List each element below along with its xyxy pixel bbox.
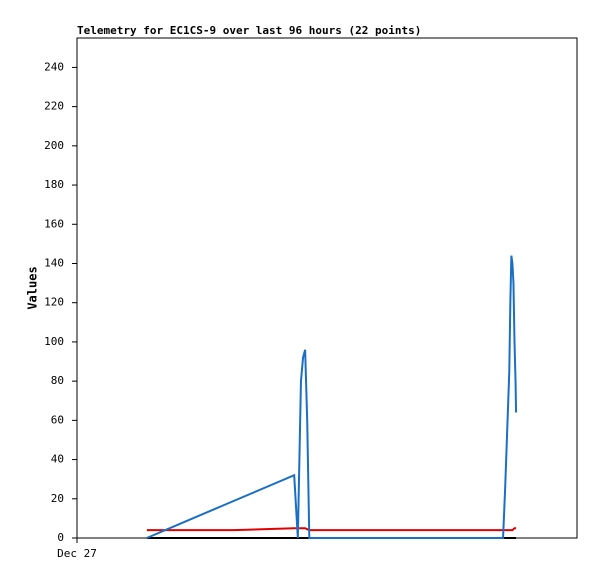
y-tick-label: 140 (44, 256, 64, 269)
y-tick-label: 220 (44, 100, 64, 113)
y-axis-label: Values (26, 266, 40, 309)
chart-title: Telemetry for EC1CS-9 over last 96 hours… (77, 24, 421, 37)
y-tick-label: 100 (44, 335, 64, 348)
y-tick-label: 0 (57, 531, 64, 544)
y-tick-label: 60 (51, 413, 64, 426)
y-tick-label: 160 (44, 217, 64, 230)
y-tick-label: 40 (51, 453, 64, 466)
y-tick-label: 180 (44, 178, 64, 191)
series-line (146, 255, 518, 539)
x-tick-label: Dec 27 (57, 547, 97, 560)
y-tick-label: 200 (44, 139, 64, 152)
y-tick-label: 20 (51, 492, 64, 505)
y-tick-label: 120 (44, 296, 64, 309)
y-tick-label: 240 (44, 60, 64, 73)
series-line (146, 527, 517, 532)
plot-frame (76, 37, 578, 539)
y-tick-label: 80 (51, 374, 64, 387)
